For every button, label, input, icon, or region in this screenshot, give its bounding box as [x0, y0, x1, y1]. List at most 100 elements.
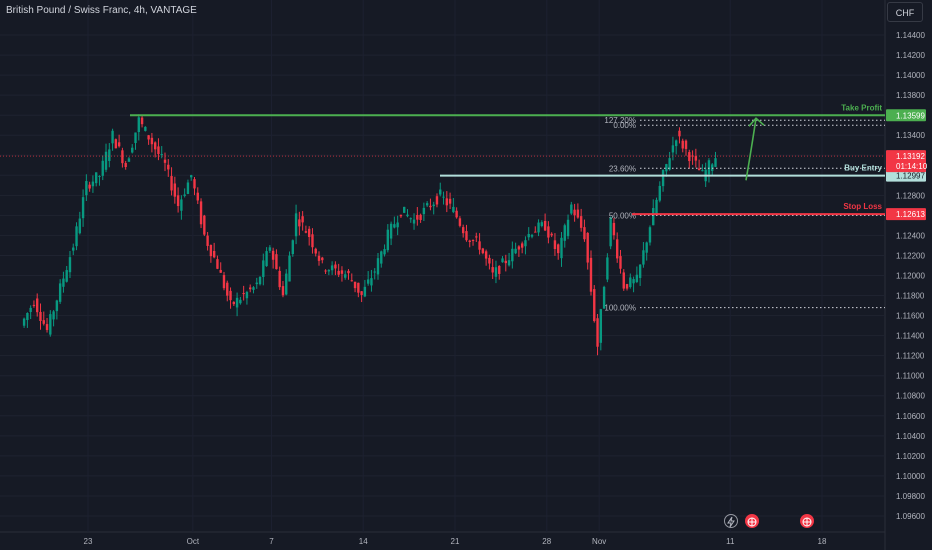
y-tick-label: 1.10400	[896, 432, 925, 441]
fib-level-label: 100.00%	[604, 304, 636, 313]
candle-body	[707, 160, 711, 175]
level-label: Buy Entry	[844, 164, 882, 173]
candle-body	[26, 313, 29, 321]
x-tick-label: 7	[269, 537, 274, 546]
candle-body	[403, 206, 406, 213]
y-tick-label: 1.13400	[896, 131, 925, 140]
price-tag	[886, 109, 926, 122]
y-tick-label: 1.12800	[896, 191, 925, 200]
candle-body	[353, 281, 357, 289]
candle-body	[642, 250, 645, 265]
candle-body	[131, 147, 134, 153]
candle-body	[465, 231, 468, 241]
candle-body	[127, 158, 131, 162]
projection-arrow	[745, 118, 757, 181]
candle-body	[632, 279, 635, 284]
candle-body	[645, 242, 648, 253]
flag-uk-icon[interactable]	[800, 514, 814, 528]
price-tag-label: 1.12613	[896, 210, 925, 219]
candle-body	[534, 231, 537, 233]
candle-body	[75, 226, 78, 247]
candle-body	[563, 225, 566, 241]
candle-body	[678, 130, 681, 137]
candle-body	[91, 181, 95, 187]
price-tag-label: 1.13599	[896, 111, 925, 120]
candle-body	[396, 222, 399, 228]
candle-body	[570, 204, 573, 214]
candle-body	[655, 199, 658, 214]
lightning-icon[interactable]	[724, 514, 738, 528]
candle-body	[68, 257, 72, 273]
candle-body	[49, 314, 52, 335]
candle-body	[612, 222, 616, 236]
candle-body	[271, 250, 275, 260]
candle-body	[468, 240, 471, 243]
candle-body	[111, 130, 114, 144]
candle-body	[409, 218, 412, 220]
candle-body	[671, 145, 675, 153]
candle-body	[347, 270, 350, 274]
candle-body	[553, 240, 557, 249]
fib-level-label: 50.00%	[609, 211, 636, 220]
y-tick-label: 1.09600	[896, 512, 925, 521]
candle-body	[537, 222, 540, 233]
y-tick-label: 1.10200	[896, 452, 925, 461]
candle-body	[39, 311, 42, 321]
candle-body	[275, 254, 278, 270]
candle-body	[199, 201, 203, 225]
candle-body	[629, 277, 632, 288]
candle-body	[324, 270, 327, 272]
y-tick-label: 1.12400	[896, 231, 925, 240]
candle-body	[72, 247, 75, 251]
candle-body	[88, 184, 91, 189]
candle-body	[494, 267, 498, 277]
candle-body	[491, 267, 494, 273]
x-tick-label: 11	[726, 537, 735, 546]
candle-body	[609, 217, 612, 247]
candle-body	[488, 257, 491, 264]
candle-body	[504, 260, 507, 264]
current-price-label: 1.13192	[896, 152, 925, 161]
candle-body	[625, 284, 629, 289]
candle-body	[307, 228, 311, 237]
currency-button[interactable]: CHF	[887, 2, 923, 22]
candle-body	[180, 199, 183, 211]
y-tick-label: 1.10800	[896, 392, 925, 401]
candle-body	[455, 210, 458, 218]
candle-body	[527, 233, 530, 238]
y-tick-label: 1.10000	[896, 472, 925, 481]
candle-body	[29, 307, 32, 313]
fib-level-label: 127.20%	[604, 116, 636, 125]
candle-body	[458, 218, 462, 226]
candle-body	[314, 248, 317, 254]
candle-body	[606, 257, 609, 280]
y-tick-label: 1.12000	[896, 272, 925, 281]
candle-body	[448, 198, 452, 204]
x-tick-label: 23	[84, 537, 93, 546]
y-tick-label: 1.11200	[896, 352, 925, 361]
candle-body	[602, 286, 606, 309]
candle-body	[65, 270, 68, 282]
candle-body	[599, 309, 603, 343]
candle-body	[579, 216, 583, 228]
candle-body	[58, 283, 62, 302]
candle-body	[461, 227, 465, 234]
x-tick-label: 21	[451, 537, 460, 546]
candle-body	[688, 152, 691, 162]
candle-body	[167, 164, 170, 170]
candle-body	[235, 297, 239, 308]
candle-body	[42, 320, 45, 324]
candle-body	[147, 135, 150, 140]
candle-body	[668, 158, 671, 170]
candle-body	[258, 276, 262, 285]
candle-body	[517, 246, 521, 250]
flag-uk-icon[interactable]	[745, 514, 759, 528]
candle-body	[619, 256, 622, 269]
candle-body	[658, 185, 661, 201]
candle-body	[399, 214, 403, 217]
candle-body	[291, 240, 294, 255]
candle-body	[52, 311, 55, 320]
current-price-tag	[886, 150, 926, 173]
candle-body	[589, 257, 593, 292]
